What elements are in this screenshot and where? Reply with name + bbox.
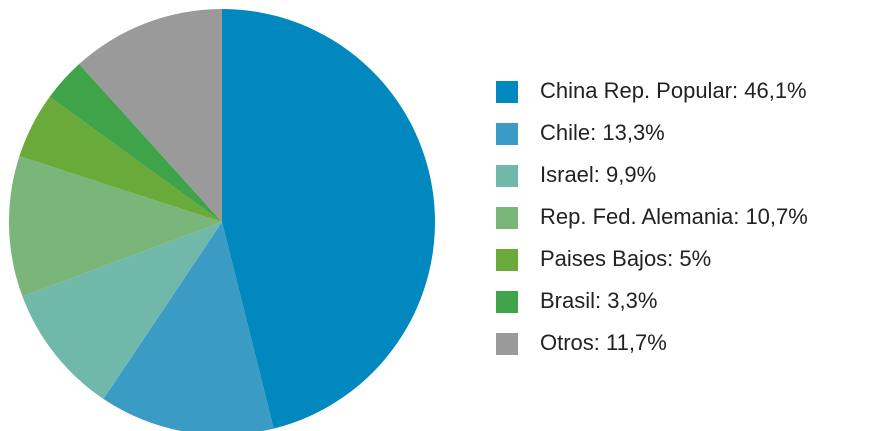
legend-swatch <box>496 333 518 355</box>
pie-slice <box>19 96 223 222</box>
legend-label: Rep. Fed. Alemania: 10,7% <box>540 204 808 229</box>
pie-slice <box>22 222 222 399</box>
pie-slice <box>79 8 222 222</box>
pie-slice <box>103 222 274 431</box>
legend-label: Brasil: 3,3% <box>540 288 657 313</box>
legend-label: China Rep. Popular: 46,1% <box>540 78 807 103</box>
legend-swatch <box>496 165 518 187</box>
pie-slice <box>8 156 222 297</box>
pie-slice <box>49 64 222 222</box>
pie-slice <box>222 9 436 429</box>
legend-label: Israel: 9,9% <box>540 162 656 187</box>
legend-label: Otros: 11,7% <box>540 330 667 355</box>
legend-swatch <box>496 207 518 229</box>
legend-swatch <box>496 291 518 313</box>
legend-swatch <box>496 81 518 103</box>
legend-swatch <box>496 123 518 145</box>
legend-label: Paises Bajos: 5% <box>540 246 711 271</box>
legend-label: Chile: 13,3% <box>540 120 665 145</box>
legend-swatch <box>496 249 518 271</box>
